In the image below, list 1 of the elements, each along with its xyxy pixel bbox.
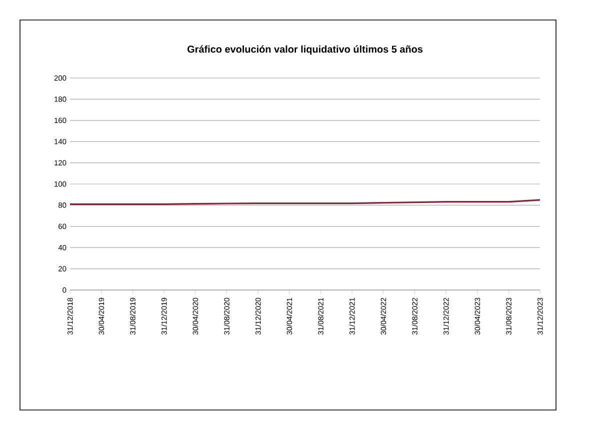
chart-title: Gráfico evolución valor liquidativo últimos 5 años (187, 45, 423, 55)
